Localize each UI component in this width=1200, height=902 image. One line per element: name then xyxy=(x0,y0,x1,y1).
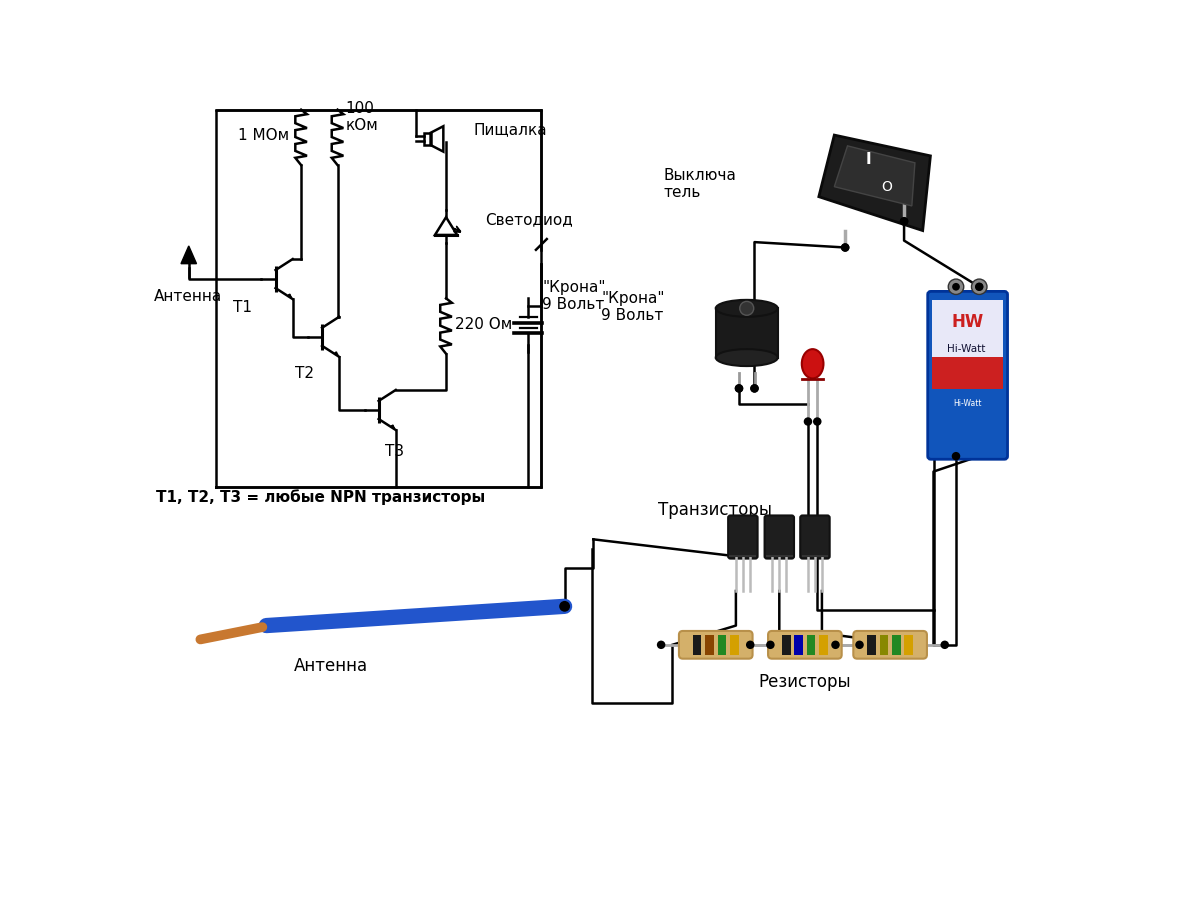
FancyBboxPatch shape xyxy=(768,631,841,659)
Text: Т3: Т3 xyxy=(385,443,404,458)
Bar xyxy=(868,635,876,655)
Bar xyxy=(880,635,888,655)
Circle shape xyxy=(734,385,743,393)
Text: Антенна: Антенна xyxy=(154,289,222,304)
Text: 100
кОм: 100 кОм xyxy=(346,100,378,133)
Text: Пищалка: Пищалка xyxy=(473,122,547,136)
Bar xyxy=(730,635,739,655)
Bar xyxy=(692,635,702,655)
Circle shape xyxy=(952,283,960,291)
FancyBboxPatch shape xyxy=(764,516,794,559)
FancyBboxPatch shape xyxy=(853,631,926,659)
Text: 220 Ом: 220 Ом xyxy=(455,317,512,331)
Bar xyxy=(782,635,791,655)
Text: Т2: Т2 xyxy=(295,365,314,381)
Text: Светодиод: Светодиод xyxy=(485,212,572,226)
Circle shape xyxy=(804,418,812,427)
Text: O: O xyxy=(881,179,892,194)
Circle shape xyxy=(948,280,964,295)
Circle shape xyxy=(841,244,850,253)
Text: "Крона"
9 Вольт: "Крона" 9 Вольт xyxy=(601,290,665,323)
Circle shape xyxy=(900,218,908,226)
Circle shape xyxy=(952,453,960,461)
Circle shape xyxy=(941,641,949,649)
Circle shape xyxy=(856,641,864,649)
Circle shape xyxy=(750,385,758,393)
Polygon shape xyxy=(818,136,930,231)
Circle shape xyxy=(976,283,983,291)
Circle shape xyxy=(841,244,850,253)
Circle shape xyxy=(900,218,908,226)
Bar xyxy=(715,309,778,358)
Circle shape xyxy=(559,602,570,612)
Text: Hi-Watt: Hi-Watt xyxy=(953,399,982,408)
Text: HW: HW xyxy=(952,313,984,331)
FancyBboxPatch shape xyxy=(800,516,829,559)
Circle shape xyxy=(656,641,665,649)
Circle shape xyxy=(814,418,822,427)
Text: Выключа
тель: Выключа тель xyxy=(664,168,736,199)
Text: "Крона"
9 Вольт: "Крона" 9 Вольт xyxy=(542,280,606,312)
FancyBboxPatch shape xyxy=(728,516,757,559)
Bar xyxy=(820,635,828,655)
Text: Резисторы: Резисторы xyxy=(758,672,851,690)
Circle shape xyxy=(734,385,743,393)
Circle shape xyxy=(750,385,758,393)
Circle shape xyxy=(739,302,754,316)
Text: I: I xyxy=(865,152,871,167)
Bar xyxy=(932,300,1003,372)
Circle shape xyxy=(974,283,984,291)
Text: 1 МОм: 1 МОм xyxy=(238,128,289,143)
Text: Транзисторы: Транзисторы xyxy=(658,501,772,519)
Bar xyxy=(932,357,1003,390)
Circle shape xyxy=(746,641,755,649)
FancyBboxPatch shape xyxy=(928,292,1008,460)
Bar xyxy=(706,635,714,655)
Text: Т1, Т2, Т3 = любые NPN транзисторы: Т1, Т2, Т3 = любые NPN транзисторы xyxy=(156,489,486,504)
Polygon shape xyxy=(834,147,914,207)
Polygon shape xyxy=(181,246,197,264)
Bar xyxy=(718,635,726,655)
Bar xyxy=(806,635,815,655)
Ellipse shape xyxy=(715,350,778,367)
Bar xyxy=(905,635,913,655)
FancyBboxPatch shape xyxy=(679,631,752,659)
Bar xyxy=(892,635,900,655)
Ellipse shape xyxy=(715,300,778,318)
Circle shape xyxy=(766,641,775,649)
Ellipse shape xyxy=(802,350,823,379)
Text: Т1: Т1 xyxy=(233,300,252,315)
Circle shape xyxy=(832,641,840,649)
Circle shape xyxy=(972,280,988,295)
Text: Антенна: Антенна xyxy=(293,657,367,675)
Text: Hi-Watt: Hi-Watt xyxy=(947,344,985,354)
Bar xyxy=(794,635,803,655)
